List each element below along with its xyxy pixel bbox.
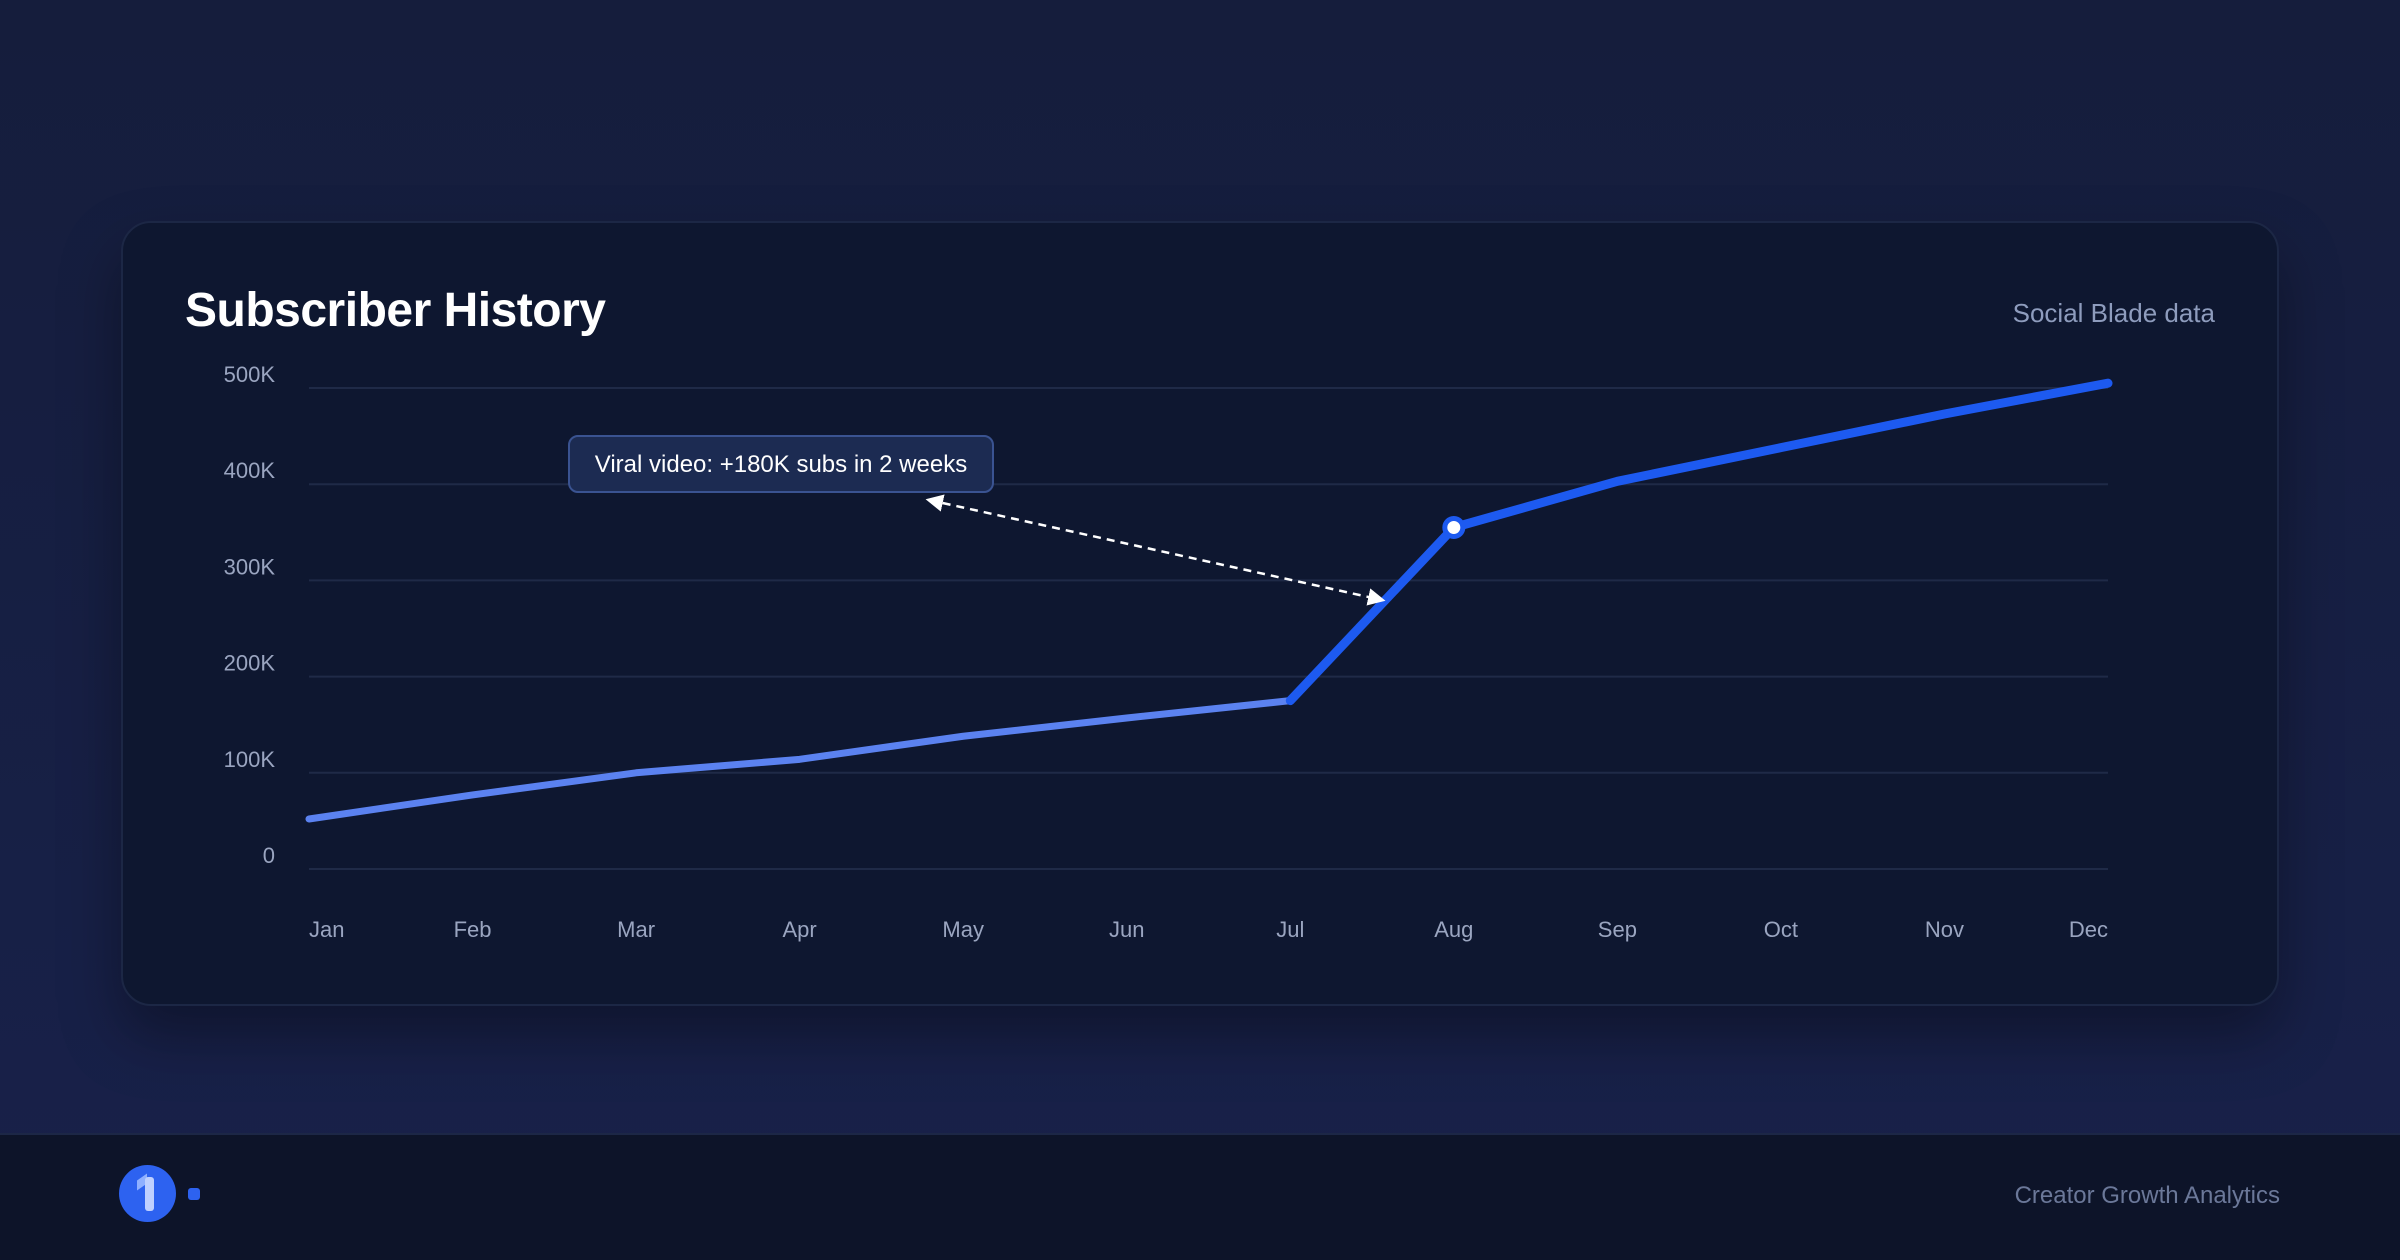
x-tick-label: Feb xyxy=(454,917,492,942)
x-tick-label: Nov xyxy=(1925,917,1964,942)
annotation-arrow xyxy=(925,494,1386,606)
x-tick-label: Jul xyxy=(1276,917,1304,942)
x-tick-label: Jun xyxy=(1109,917,1144,942)
x-tick-label: Apr xyxy=(783,917,817,942)
series-line-before-viral xyxy=(305,697,1294,823)
footer-bar: Creator Growth Analytics xyxy=(0,1133,2400,1260)
data-source-label: Social Blade data xyxy=(2012,298,2215,328)
highlight-data-point xyxy=(1442,515,1466,539)
x-tick-label: Dec xyxy=(2069,917,2108,942)
chart-title: Subscriber History xyxy=(185,284,606,337)
logo-bar xyxy=(145,1177,154,1211)
x-tick-label: Aug xyxy=(1434,917,1473,942)
footer-brand-text: Creator Growth Analytics xyxy=(2014,1182,2280,1209)
logo-dot-icon xyxy=(188,1188,200,1200)
x-tick-label: Jan xyxy=(309,917,344,942)
y-tick-label: 0 xyxy=(263,843,275,868)
y-tick-label: 400K xyxy=(224,458,276,483)
brand-logo-icon xyxy=(119,1165,176,1222)
subscriber-line-chart: 0 100K 200K 300K 400K 500K Jan Feb Mar Apr May Jun J… xyxy=(224,362,2113,942)
series-line-after-viral xyxy=(1285,378,2113,706)
annotation-box xyxy=(568,435,994,493)
y-tick-label: 200K xyxy=(224,651,276,676)
x-tick-label: Mar xyxy=(617,917,655,942)
chart-card: Subscriber History Social Blade data 0 10… xyxy=(121,221,2279,1006)
y-tick-label: 100K xyxy=(224,747,276,772)
x-tick-label: Sep xyxy=(1598,917,1637,942)
x-tick-label: Oct xyxy=(1764,917,1798,942)
y-tick-label: 500K xyxy=(224,362,276,387)
annotation-text: Viral video: +180K subs in 2 weeks xyxy=(595,451,967,478)
x-tick-label: May xyxy=(942,917,984,942)
y-tick-label: 300K xyxy=(224,554,276,579)
